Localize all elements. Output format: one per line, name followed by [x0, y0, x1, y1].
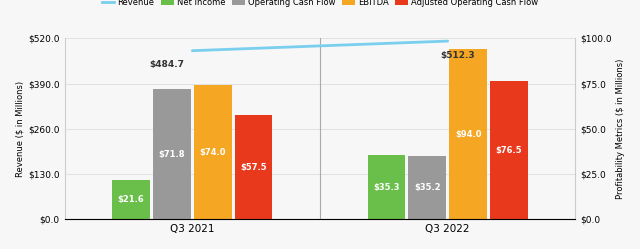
Text: $76.5: $76.5 — [495, 145, 522, 155]
Text: $512.3: $512.3 — [440, 51, 476, 60]
Bar — [153, 89, 191, 219]
Bar — [408, 156, 446, 219]
Text: $74.0: $74.0 — [200, 148, 226, 157]
Text: $94.0: $94.0 — [455, 130, 481, 139]
Bar — [194, 85, 232, 219]
Text: $484.7: $484.7 — [149, 61, 184, 69]
Bar — [449, 49, 487, 219]
Text: $35.3: $35.3 — [373, 183, 399, 192]
Text: $71.8: $71.8 — [159, 150, 185, 159]
Bar — [235, 115, 273, 219]
Text: $57.5: $57.5 — [240, 163, 267, 172]
Text: $35.2: $35.2 — [414, 183, 440, 192]
Bar — [490, 81, 528, 219]
Text: $21.6: $21.6 — [118, 195, 145, 204]
Legend: Revenue, Net Income, Operating Cash Flow, EBITDA, Adjusted Operating Cash Flow: Revenue, Net Income, Operating Cash Flow… — [99, 0, 541, 10]
Y-axis label: Profitability Metrics ($ in Millions): Profitability Metrics ($ in Millions) — [616, 59, 625, 199]
Bar — [112, 180, 150, 219]
Y-axis label: Revenue ($ in Millions): Revenue ($ in Millions) — [15, 81, 24, 177]
Bar — [367, 155, 405, 219]
